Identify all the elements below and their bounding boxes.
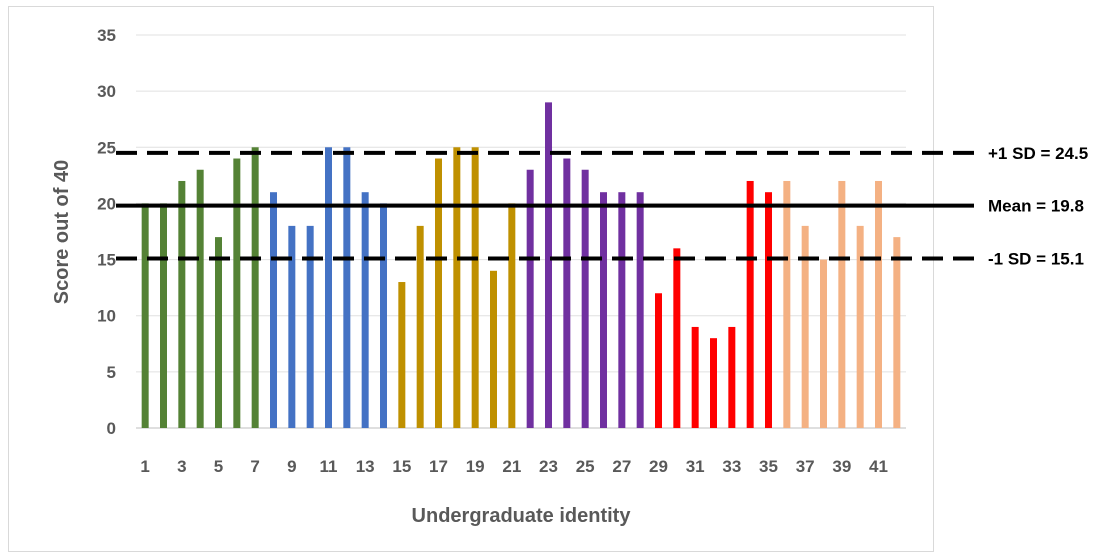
- x-tick-label: 31: [686, 457, 705, 476]
- bar-3: [178, 180, 186, 428]
- bar-25: [581, 169, 589, 428]
- x-tick-label: 19: [466, 457, 485, 476]
- bar-21: [508, 203, 516, 428]
- bars: [141, 102, 901, 429]
- x-tick-label: 29: [649, 457, 668, 476]
- bar-4: [196, 169, 204, 428]
- x-tick-label: 7: [250, 457, 259, 476]
- bar-33: [728, 326, 736, 428]
- bar-22: [526, 169, 534, 428]
- gridlines: [136, 34, 906, 429]
- bar-30: [673, 248, 681, 428]
- bar-1: [141, 203, 149, 428]
- bar-6: [233, 158, 241, 428]
- x-tick-label: 35: [759, 457, 778, 476]
- bar-31: [691, 326, 699, 428]
- bar-37: [801, 225, 809, 428]
- x-tick-label: 23: [539, 457, 558, 476]
- bar-35: [765, 192, 772, 428]
- bar-5: [215, 237, 222, 428]
- y-tick-label: 30: [97, 82, 116, 101]
- x-tick-label: 39: [832, 457, 851, 476]
- x-tick-label: 17: [429, 457, 448, 476]
- bar-41: [875, 180, 882, 428]
- x-tick-label: 21: [502, 457, 521, 476]
- bar-8: [270, 192, 277, 428]
- bar-7: [251, 147, 259, 429]
- reference-lines: +1 SD = 24.5 Mean = 19.8 -1 SD = 15.1: [116, 144, 1088, 268]
- y-tick-label: 25: [97, 138, 116, 157]
- y-tick-label: 15: [97, 251, 116, 270]
- bar-2: [160, 203, 167, 428]
- x-tick-label: 37: [796, 457, 815, 476]
- reference-label-0: +1 SD = 24.5: [988, 144, 1088, 163]
- bar-24: [563, 158, 571, 428]
- bar-16: [416, 225, 424, 428]
- x-tick-label: 9: [287, 457, 296, 476]
- x-tick-label: 11: [320, 457, 338, 476]
- bar-13: [361, 192, 369, 428]
- bar-19: [471, 147, 479, 429]
- reference-label-1: Mean = 19.8: [988, 197, 1084, 216]
- bar-20: [490, 270, 497, 428]
- x-tick-label: 3: [177, 457, 186, 476]
- x-tick-label: 5: [214, 457, 223, 476]
- bar-15: [398, 282, 406, 428]
- bar-26: [600, 192, 607, 428]
- bar-11: [325, 147, 332, 429]
- x-tick-label: 41: [869, 457, 888, 476]
- x-axis-title: Undergraduate identity: [412, 505, 632, 527]
- x-tick-label: 13: [356, 457, 375, 476]
- x-tick-label: 1: [140, 457, 149, 476]
- y-axis-title: Score out of 40: [51, 160, 73, 304]
- x-tick-label: 25: [576, 457, 595, 476]
- x-tick-labels: 1 3 5 7 9 11 13 15 17 19 21 23 25 27 29 31 33 35 37 39 41: [140, 457, 888, 476]
- bar-14: [380, 203, 387, 428]
- bar-42: [893, 237, 901, 428]
- bar-39: [838, 180, 846, 428]
- bar-29: [655, 293, 662, 428]
- bar-38: [820, 259, 827, 428]
- y-tick-label: 35: [97, 26, 116, 45]
- y-tick-label: 10: [97, 307, 116, 326]
- x-tick-label: 33: [722, 457, 741, 476]
- bar-12: [343, 147, 351, 429]
- x-tick-label: 15: [392, 457, 411, 476]
- bar-17: [435, 158, 442, 428]
- bar-34: [746, 180, 754, 428]
- bar-32: [710, 338, 717, 428]
- bar-36: [783, 180, 791, 428]
- bar-28: [636, 192, 644, 428]
- y-tick-label: 5: [107, 363, 116, 382]
- bar-10: [306, 225, 314, 428]
- bar-27: [618, 192, 626, 428]
- y-tick-label: 20: [97, 194, 116, 213]
- bar-9: [288, 225, 296, 428]
- x-tick-label: 27: [612, 457, 631, 476]
- y-tick-labels: 0 5 10 15 20 25 30 35: [97, 26, 116, 438]
- reference-label-2: -1 SD = 15.1: [988, 249, 1084, 268]
- y-tick-label: 0: [107, 419, 116, 438]
- bar-23: [545, 102, 552, 428]
- bar-40: [856, 225, 864, 428]
- bar-18: [453, 147, 461, 429]
